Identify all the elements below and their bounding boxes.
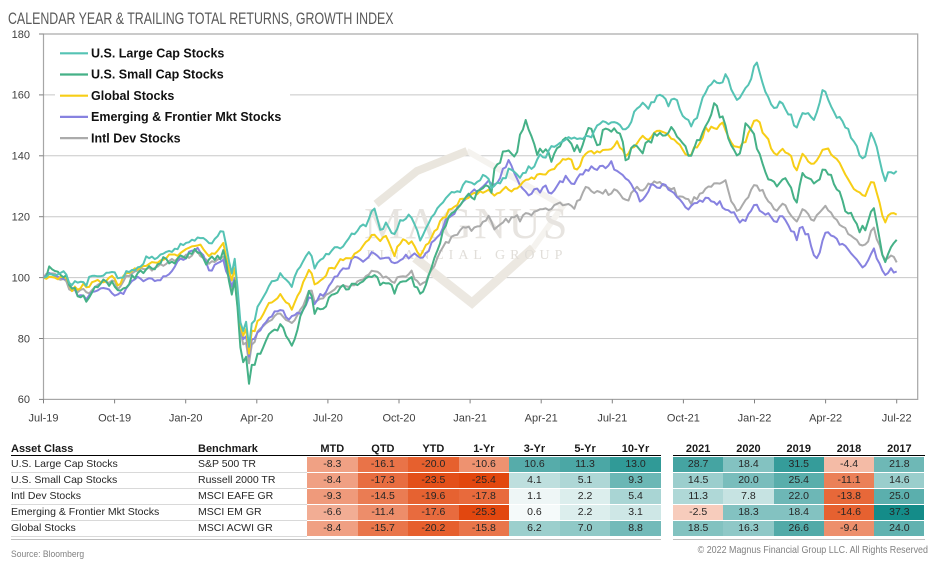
svg-text:Jan-21: Jan-21 xyxy=(453,412,487,424)
svg-text:160: 160 xyxy=(12,90,30,102)
svg-text:Jul-22: Jul-22 xyxy=(882,412,912,424)
svg-text:Jan-20: Jan-20 xyxy=(169,412,203,424)
svg-text:120: 120 xyxy=(12,212,30,224)
svg-text:Apr-20: Apr-20 xyxy=(240,412,273,424)
svg-text:60: 60 xyxy=(18,394,30,406)
svg-text:Intl Dev Stocks: Intl Dev Stocks xyxy=(91,131,181,145)
svg-text:Oct-19: Oct-19 xyxy=(98,412,131,424)
svg-text:80: 80 xyxy=(18,333,30,345)
svg-text:Apr-22: Apr-22 xyxy=(809,412,842,424)
svg-text:U.S. Large Cap Stocks: U.S. Large Cap Stocks xyxy=(91,47,224,61)
svg-text:Jul-19: Jul-19 xyxy=(29,412,59,424)
svg-text:Jul-21: Jul-21 xyxy=(597,412,627,424)
svg-text:140: 140 xyxy=(12,151,30,163)
svg-text:Jan-22: Jan-22 xyxy=(738,412,772,424)
svg-text:Jul-20: Jul-20 xyxy=(313,412,343,424)
svg-text:MAGNUS: MAGNUS xyxy=(364,199,570,248)
svg-text:180: 180 xyxy=(12,29,30,41)
svg-text:Apr-21: Apr-21 xyxy=(525,412,558,424)
svg-text:Oct-20: Oct-20 xyxy=(382,412,415,424)
svg-text:U.S. Small Cap Stocks: U.S. Small Cap Stocks xyxy=(91,68,224,82)
svg-text:Global Stocks: Global Stocks xyxy=(91,89,174,103)
svg-text:100: 100 xyxy=(12,272,30,284)
svg-text:FINANCIAL GROUP: FINANCIAL GROUP xyxy=(367,248,568,263)
svg-text:Emerging & Frontier Mkt Stocks: Emerging & Frontier Mkt Stocks xyxy=(91,110,281,124)
svg-text:Oct-21: Oct-21 xyxy=(667,412,700,424)
